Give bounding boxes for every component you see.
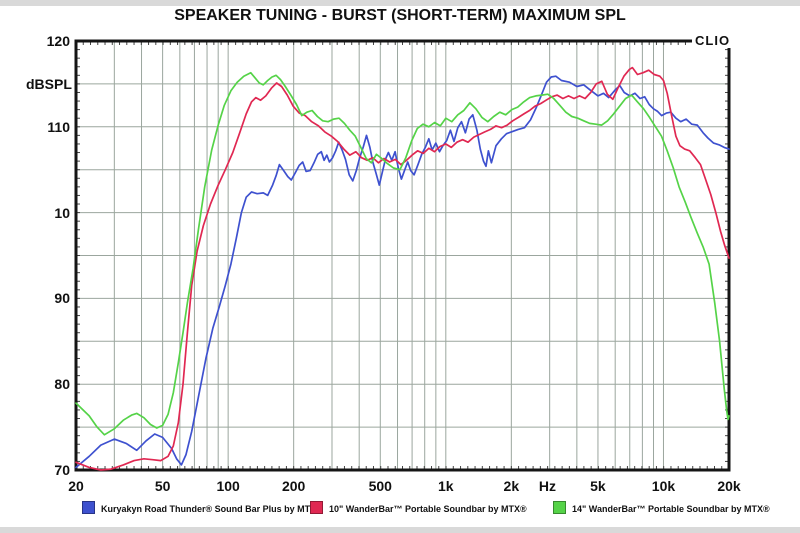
y-tick-label-90: 90: [54, 290, 70, 307]
legend-item-kuryakyn: Kuryakyn Road Thunder® Sound Bar Plus by…: [82, 501, 323, 515]
clio-watermark: CLIO: [692, 33, 734, 48]
curve-series-2: [75, 71, 730, 436]
x-tick-label-1k: 1k: [438, 478, 454, 494]
x-tick-label-10k: 10k: [651, 478, 676, 494]
top-border-strip: [0, 0, 800, 6]
bottom-border-strip: [0, 527, 800, 533]
legend-label: 10" WanderBar™ Portable Soundbar by MTX®: [329, 504, 527, 514]
legend-swatch-blue: [82, 501, 95, 514]
legend-label: Kuryakyn Road Thunder® Sound Bar Plus by…: [101, 504, 323, 514]
x-tick-label-5k: 5k: [590, 478, 606, 494]
y-tick-label-80: 80: [54, 376, 70, 393]
x-tick-label-Hz: Hz: [538, 478, 556, 494]
legend-label: 14" WanderBar™ Portable Soundbar by MTX®: [572, 504, 770, 514]
x-tick-label-20: 20: [68, 478, 84, 494]
y-tick-label-10: 10: [54, 204, 70, 221]
y-tick-label-110: 110: [47, 118, 70, 135]
x-tick-label-100: 100: [216, 478, 240, 494]
legend-swatch-red: [310, 501, 323, 514]
chart-title: SPEAKER TUNING - BURST (SHORT-TERM) MAXI…: [174, 7, 626, 24]
x-tick-label-500: 500: [368, 478, 392, 494]
legend-swatch-green: [553, 501, 566, 514]
legend-item-wanderbar-14: 14" WanderBar™ Portable Soundbar by MTX®: [553, 501, 770, 515]
legend: Kuryakyn Road Thunder® Sound Bar Plus by…: [0, 501, 800, 517]
curve-series-0: [75, 75, 730, 469]
legend-item-wanderbar-10: 10" WanderBar™ Portable Soundbar by MTX®: [310, 501, 527, 515]
x-tick-label-2k: 2k: [503, 478, 520, 494]
x-tick-label-20k: 20k: [717, 478, 741, 494]
y-tick-label-dBSPL: dBSPL: [26, 75, 72, 92]
x-tick-label-200: 200: [281, 478, 306, 494]
curve-series-1: [75, 66, 730, 471]
x-tick-label-50: 50: [154, 478, 171, 494]
y-tick-label-70: 70: [54, 462, 70, 478]
y-tick-label-120: 120: [46, 33, 70, 49]
